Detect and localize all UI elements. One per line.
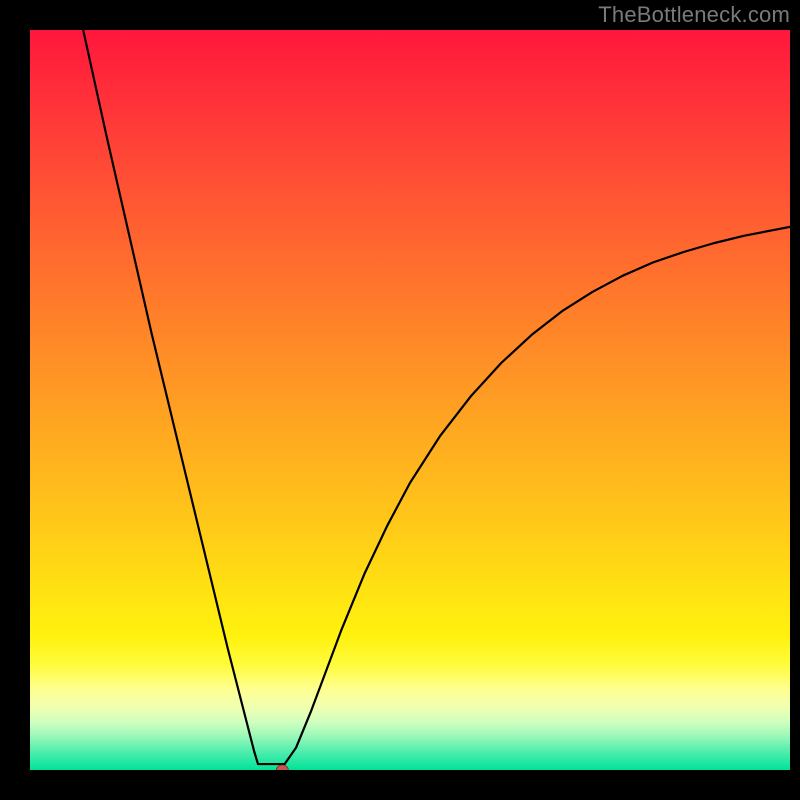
watermark-label: TheBottleneck.com <box>598 2 790 28</box>
gradient-background <box>30 30 790 770</box>
bottleneck-chart: TheBottleneck.com <box>0 0 800 800</box>
chart-svg <box>0 0 800 800</box>
